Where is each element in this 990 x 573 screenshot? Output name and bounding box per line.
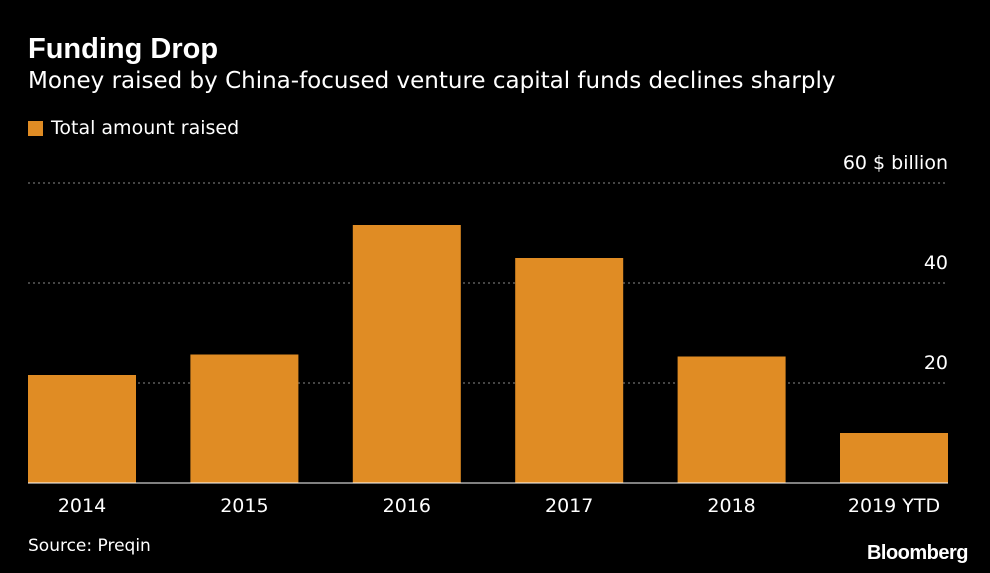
chart-title: Funding Drop [28,33,219,65]
bar-2017 [515,258,624,483]
y-tick-label-60: 60 $ billion [843,152,948,174]
bar-2015 [190,354,299,483]
legend: Total amount raised [28,116,239,140]
bar-2014 [28,375,136,483]
legend-swatch [28,120,43,136]
x-tick-label-2019-ytd: 2019 YTD [848,495,940,517]
bloomberg-logo: Bloomberg [866,542,969,564]
bar-2018 [677,356,786,483]
bar-2019-ytd [840,433,948,483]
source-note: Source: Preqin [28,536,151,556]
x-tick-label-2016: 2016 [383,495,431,517]
x-tick-label-2014: 2014 [58,495,106,517]
x-tick-label-2017: 2017 [545,495,593,517]
y-tick-label-20: 20 [924,352,948,374]
x-tick-label-2018: 2018 [707,495,755,517]
bar-2016 [352,225,461,483]
chart-subtitle: Money raised by China-focused venture ca… [28,68,836,94]
x-tick-label-2015: 2015 [220,495,268,517]
legend-label: Total amount raised [51,117,240,139]
y-tick-label-40: 40 [924,252,948,274]
